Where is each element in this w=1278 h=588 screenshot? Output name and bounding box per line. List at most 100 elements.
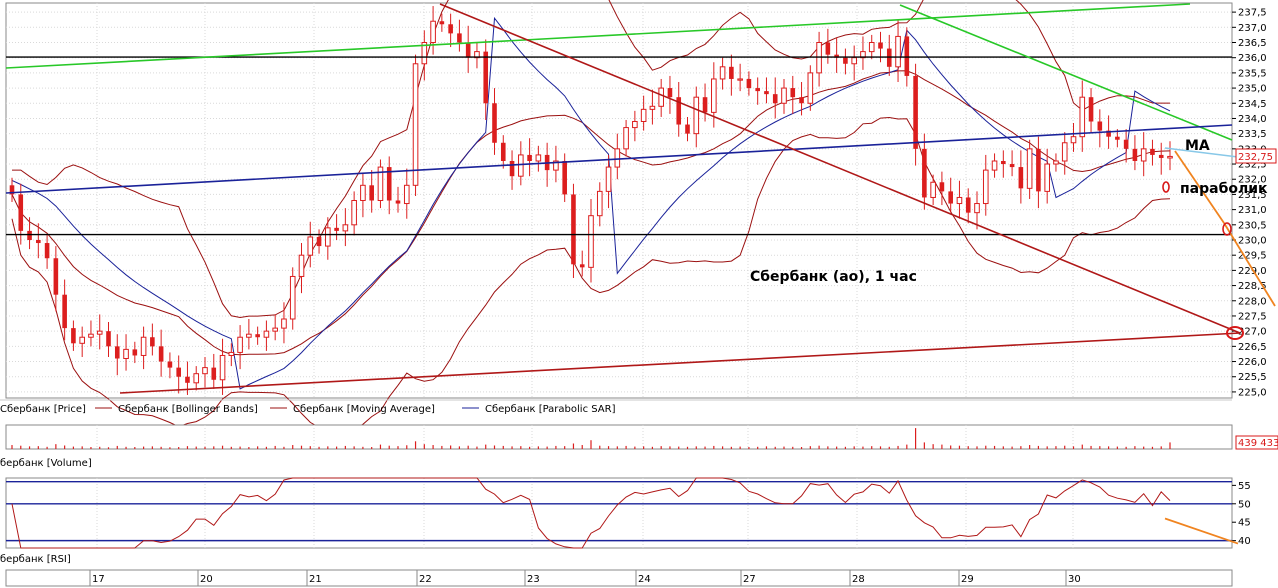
rsi-plot-frame: [5, 477, 1233, 549]
candle-body-up: [991, 160, 998, 171]
candle-body-down: [44, 243, 50, 259]
forecast-marker: [1222, 222, 1232, 236]
candle-body-down: [1158, 154, 1164, 158]
candle-body-up: [88, 333, 94, 338]
candle-body-down: [176, 367, 181, 377]
price-tick-label: 236,5: [1238, 38, 1267, 49]
last-price-box: 232,75: [1235, 148, 1277, 164]
candle-body-up: [588, 215, 594, 268]
candle-body-down: [772, 94, 778, 104]
candle-body-down: [878, 42, 883, 49]
candle-body-down: [465, 42, 471, 58]
candle-body-up: [237, 336, 243, 353]
candle-body-up: [895, 35, 901, 68]
candle-body-up: [219, 354, 226, 381]
candle-body-down: [132, 349, 138, 356]
candle-body-down: [1036, 148, 1041, 192]
candle-body-up: [737, 78, 743, 81]
rsi-tick-label: 45: [1238, 518, 1251, 529]
candle-body-down: [36, 240, 41, 244]
price-tick-label: 231,5: [1238, 190, 1267, 201]
candle-body-down: [746, 78, 752, 89]
last-price-label: 232,75: [1238, 152, 1273, 163]
volume-last-box: [1235, 435, 1278, 450]
price-tick-label: 228,0: [1238, 296, 1267, 307]
candle-body-up: [956, 196, 963, 205]
x-tick-label: 22: [419, 574, 432, 585]
price-tick-label: 230,0: [1238, 236, 1267, 247]
candle-body-down: [1009, 164, 1015, 168]
candle-body-down: [448, 24, 453, 34]
candle-body-down: [62, 294, 67, 329]
price-tick-label: 234,5: [1238, 99, 1267, 110]
candle-body-up: [1079, 96, 1086, 138]
candle-body-up: [246, 333, 252, 338]
price-tick-label: 229,0: [1238, 266, 1267, 277]
candle-body-up: [298, 254, 305, 277]
candle-body-down: [790, 88, 796, 98]
candle-body-down: [948, 191, 953, 204]
candle-body-down: [395, 200, 401, 204]
volume-grid: [96, 425, 1074, 449]
price-panel: 237,5 237,0 236,5 236,0 235,5 235,0 234,5 234,0…: [5, 0, 1277, 434]
x-tick-label: 27: [743, 574, 756, 585]
price-tick-label: 232,0: [1238, 175, 1267, 186]
price-tick-label: 233,5: [1238, 129, 1267, 140]
bollinger-bands: [11, 0, 1171, 434]
candle-body-down: [483, 51, 489, 104]
candle-body-down: [509, 161, 515, 177]
parabolic-marker: [1162, 181, 1170, 193]
candle-body-down: [439, 21, 445, 25]
intersection-marker: [1226, 326, 1244, 340]
bollinger-upper: [12, 0, 1170, 319]
candle-body-down: [965, 197, 971, 213]
legend-price: Сбербанк [Price]: [0, 404, 86, 415]
price-tick-label: 237,5: [1238, 8, 1267, 19]
x-tick-label: 21: [309, 574, 322, 585]
candle-body-down: [386, 167, 392, 201]
rsi-series: [6, 477, 1239, 549]
bollinger-lower: [11, 116, 1171, 434]
price-tick-label: 226,5: [1238, 342, 1267, 353]
volume-label: бербанк [Volume]: [0, 458, 92, 469]
candle-body-up: [342, 224, 349, 232]
candle-body-down: [1132, 148, 1138, 161]
volume-last-label: 439 433: [1238, 438, 1278, 449]
chart-title: Сбербанк (ао), 1 час: [750, 269, 917, 285]
candle-body-up: [421, 42, 428, 65]
candle-body-down: [1115, 136, 1120, 140]
candle-body-down: [150, 337, 155, 347]
candle-body-up: [377, 166, 384, 201]
candle-body-down: [834, 54, 839, 58]
price-tick-label: 225,5: [1238, 372, 1267, 383]
rsi-line: [11, 477, 1171, 549]
candle-body-up: [351, 200, 357, 226]
trend-lines: [5, 3, 1276, 394]
candle-body-up: [868, 42, 875, 53]
candle-body-up: [632, 121, 638, 129]
candle-body-up: [1140, 148, 1147, 162]
x-tick-label: 24: [638, 574, 651, 585]
candle-body-up: [1053, 160, 1059, 165]
price-tick-label: 225,0: [1238, 387, 1267, 398]
x-tick-label: 28: [852, 574, 865, 585]
x-tick-label: 29: [961, 574, 974, 585]
candle-body-up: [535, 154, 542, 162]
candle-body-down: [755, 88, 760, 92]
ma-projection-line: [1164, 147, 1239, 158]
candle-body-up: [518, 154, 524, 177]
x-tick-label: 20: [200, 574, 213, 585]
candle-body-down: [1106, 130, 1111, 137]
candle-body-up: [325, 227, 331, 247]
price-grid: [6, 3, 1232, 398]
candle-body-up: [1167, 155, 1173, 159]
blue-channel-trendline: [5, 124, 1233, 194]
forecast-arrow-1: [1174, 150, 1225, 224]
x-tick-label: 17: [92, 574, 105, 585]
candle-body-up: [553, 160, 559, 171]
price-tick-label: 237,0: [1238, 23, 1267, 34]
candle-body-up: [263, 330, 270, 338]
price-plot-frame: [5, 2, 1233, 399]
